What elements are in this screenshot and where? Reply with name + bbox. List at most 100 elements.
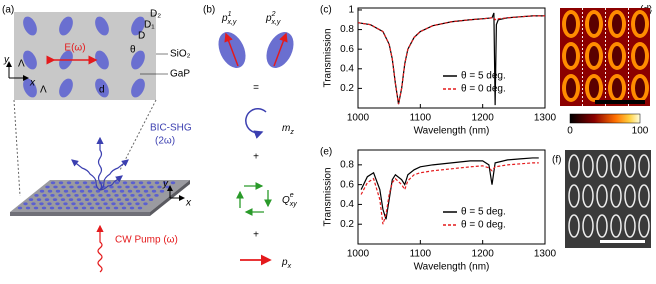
resonator — [23, 16, 37, 36]
nanodisk — [127, 202, 132, 206]
nanodisk — [146, 181, 152, 185]
y-tick-label: 0.2 — [340, 83, 354, 94]
hotspot-core — [635, 46, 645, 66]
nanodisk — [89, 206, 95, 210]
nanodisk — [141, 185, 146, 189]
sem-resonator — [568, 154, 580, 178]
sem-resonator — [624, 154, 636, 178]
legend-label: θ = 0 deg. — [461, 84, 506, 95]
nanodisk — [149, 185, 154, 189]
px-label: px — [281, 257, 292, 270]
sub: x,y — [270, 19, 280, 26]
field-hotspots — [562, 8, 652, 106]
hotspot-core — [612, 78, 622, 98]
nanodisk — [66, 181, 72, 185]
sem-resonator — [624, 214, 636, 238]
nanodisk — [154, 194, 159, 197]
nanodisk — [135, 189, 141, 193]
nanodisk — [34, 194, 39, 197]
nanodisk — [148, 198, 154, 202]
nanodisk — [138, 181, 144, 185]
y-tick-label: 0.2 — [340, 219, 354, 230]
nanodisk — [55, 189, 61, 193]
nanodisk — [57, 206, 63, 210]
nanodisk — [85, 185, 90, 189]
nanodisk — [82, 181, 88, 185]
nanodisk — [170, 181, 176, 185]
nanodisk — [162, 181, 168, 185]
shg-freq: (2ω) — [155, 136, 175, 147]
sem-resonator — [610, 214, 622, 238]
x-tick-label: 1100 — [410, 113, 432, 124]
hotspot-core — [566, 46, 576, 66]
series-line — [357, 12, 545, 106]
nanodisk — [114, 181, 120, 185]
nanodisk — [114, 194, 119, 197]
nanodisk — [71, 202, 76, 206]
x-tick-label: 1100 — [410, 249, 432, 260]
panel-label: (f) — [552, 155, 561, 166]
sem-resonator — [582, 214, 594, 238]
sup: e — [290, 192, 294, 199]
x-axis-label: Wavelength (nm) — [414, 126, 490, 137]
y-tick-label: 0.6 — [340, 179, 354, 190]
plot-frame — [357, 7, 546, 109]
nanodisk — [28, 198, 34, 202]
nanodisk — [90, 194, 95, 197]
panel-b: (b) p1 x,y p2 x,y = mz + Qe xy + px — [203, 5, 297, 270]
nanodisk — [132, 198, 138, 202]
resonator — [59, 78, 73, 98]
nanodisk — [151, 189, 157, 193]
nanodisk — [106, 181, 112, 185]
nanodisk — [138, 194, 143, 197]
series-line — [360, 162, 539, 225]
plot-frame — [357, 149, 546, 245]
y-tick-label: 0.8 — [340, 159, 354, 170]
sem-resonator — [624, 184, 636, 208]
nanodisk — [137, 206, 143, 210]
nanodisk — [69, 185, 74, 189]
nanodisk — [108, 198, 114, 202]
nanodisk — [119, 202, 124, 206]
nanodisk — [25, 206, 31, 210]
hotspot-core — [589, 78, 599, 98]
nanodisk — [129, 206, 135, 210]
nanodisk — [58, 194, 63, 197]
sem-resonator — [596, 214, 608, 238]
hotspot-core — [612, 14, 622, 34]
resonator — [23, 78, 37, 98]
y-tick-label: 0.4 — [340, 63, 354, 74]
nanodisk — [111, 189, 117, 193]
sup: 2 — [271, 11, 276, 18]
colorbar-tick: 0 — [567, 126, 573, 137]
series-line — [360, 157, 539, 220]
lattice-label: Λ — [40, 85, 47, 96]
sub: z — [289, 129, 294, 136]
sem-resonators — [568, 154, 650, 238]
dipole-label: p2 x,y — [265, 11, 281, 26]
nanodisk — [63, 202, 68, 206]
nanodisk — [42, 194, 47, 197]
nanodisk — [106, 194, 111, 197]
axis-x: x — [185, 198, 192, 209]
resonator — [131, 16, 145, 36]
nanodisk — [133, 185, 138, 189]
nanodisk — [109, 185, 114, 189]
resonator — [131, 78, 145, 98]
nanodisk — [98, 194, 103, 197]
x-tick-label: 1200 — [472, 113, 495, 124]
panel-f: (f) — [552, 150, 651, 248]
nanodisk — [103, 189, 109, 193]
zoom-line — [13, 99, 21, 197]
y-axis-label: Transmission — [323, 167, 334, 226]
nanodisk — [119, 189, 125, 193]
colorbar-tick: 100 — [632, 126, 649, 137]
series-line — [357, 15, 545, 105]
nanodisk — [74, 181, 80, 185]
hotspot-core — [566, 14, 576, 34]
q-label: Qe xy — [282, 192, 297, 208]
sem-resonator — [638, 154, 650, 178]
nanodisk — [105, 206, 111, 210]
hotspot-core — [589, 14, 599, 34]
